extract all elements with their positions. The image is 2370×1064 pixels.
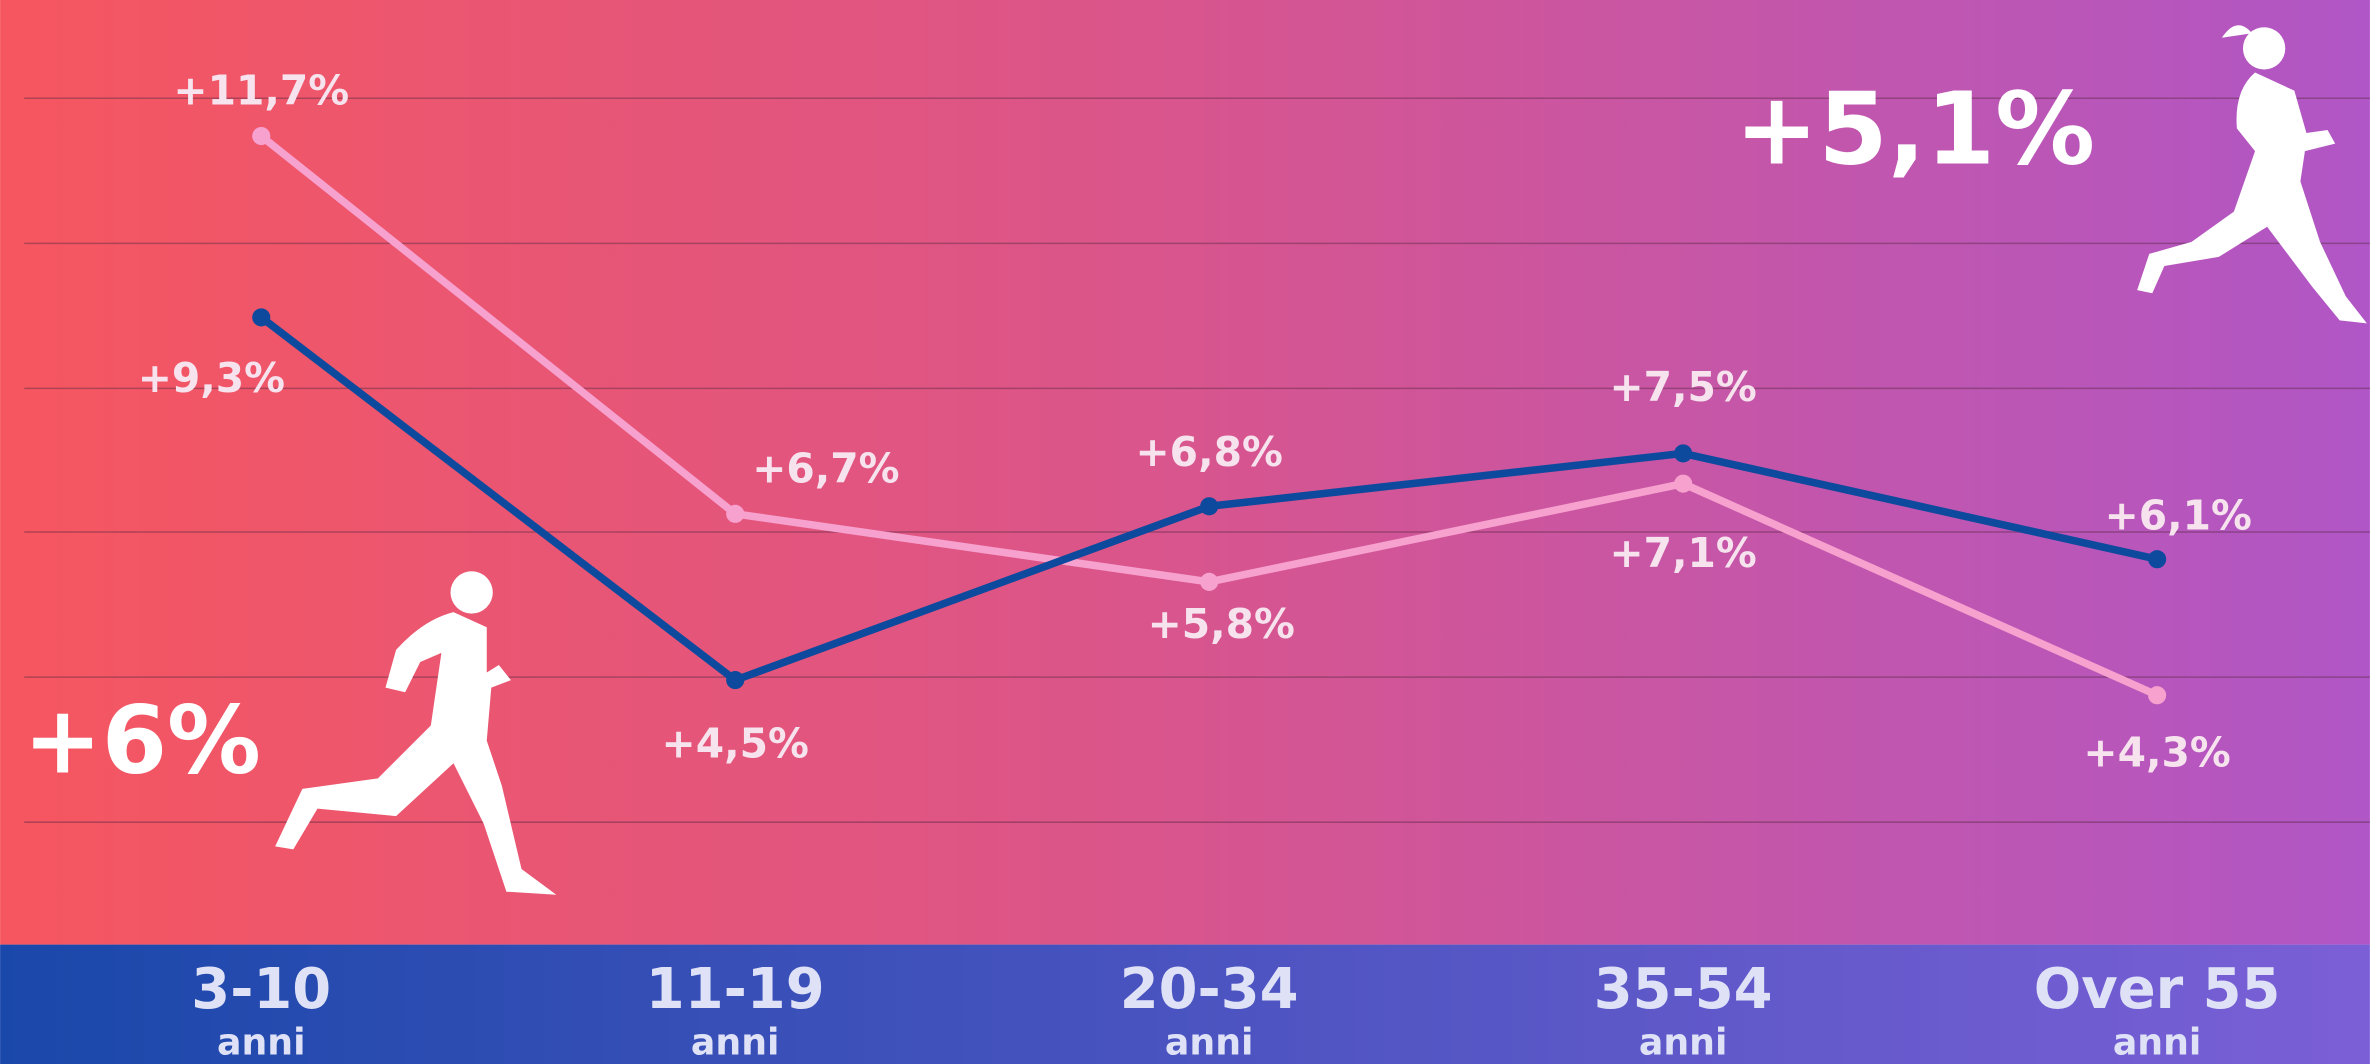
value-label: +6,8% — [1136, 428, 1283, 476]
category-sub: anni — [217, 1020, 306, 1063]
value-label: +6,1% — [2105, 491, 2252, 539]
category-main: 20-34 — [1120, 957, 1299, 1022]
value-label: +11,7% — [173, 67, 349, 115]
value-label: +6,7% — [752, 445, 899, 493]
point — [1200, 573, 1218, 591]
point — [1674, 475, 1692, 493]
category-sub: anni — [691, 1020, 780, 1063]
value-label: +9,3% — [138, 354, 285, 402]
value-label: +4,5% — [662, 720, 809, 768]
category-sub: anni — [2113, 1020, 2202, 1063]
point — [1674, 444, 1692, 462]
value-label: +5,8% — [1148, 600, 1295, 648]
category-main: 3-10 — [191, 957, 331, 1022]
value-label: +4,3% — [2083, 729, 2230, 777]
point — [1200, 497, 1218, 515]
annotation: +6% — [23, 686, 261, 795]
chart: +6% +5,1% 3-10anni11-19anni20-34anni35-5… — [0, 0, 2370, 1064]
point — [2148, 686, 2166, 704]
category-sub: anni — [1639, 1020, 1728, 1063]
point — [252, 308, 270, 326]
point — [2148, 550, 2166, 568]
page: +6% +5,1% 3-10anni11-19anni20-34anni35-5… — [0, 0, 2370, 1064]
value-label: +7,1% — [1609, 529, 1756, 577]
category-sub: anni — [1165, 1020, 1254, 1063]
category-main: 11-19 — [646, 957, 825, 1022]
value-label: +7,5% — [1609, 363, 1756, 411]
point — [726, 505, 744, 523]
category-main: 35-54 — [1594, 957, 1773, 1022]
category-main: Over 55 — [2034, 957, 2281, 1022]
point — [252, 127, 270, 145]
annotation: +5,1% — [1735, 70, 2095, 187]
point — [726, 671, 744, 689]
